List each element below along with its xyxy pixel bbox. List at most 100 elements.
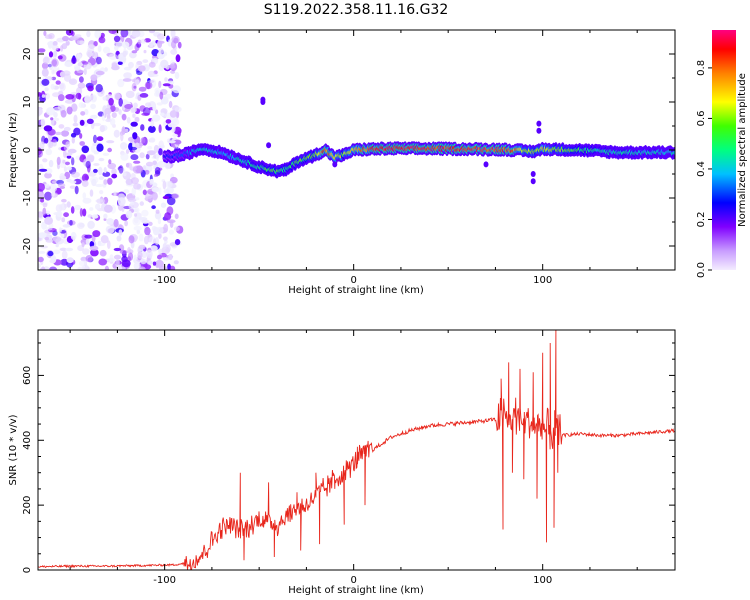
noise-blob	[164, 93, 172, 99]
noise-blob	[111, 168, 117, 175]
noise-blob	[69, 185, 76, 189]
noise-blob	[106, 218, 114, 225]
noise-blob	[53, 111, 58, 118]
noise-blob	[52, 117, 60, 122]
noise-blob	[150, 245, 158, 252]
noise-blob	[71, 103, 78, 112]
noise-blob	[124, 128, 129, 133]
noise-blob	[149, 179, 153, 186]
noise-blob	[89, 189, 94, 197]
noise-blob	[171, 193, 180, 199]
noise-blob	[168, 253, 173, 261]
noise-blob	[173, 226, 180, 231]
noise-blob	[46, 210, 51, 216]
noise-blob	[44, 236, 50, 241]
noise-blob	[173, 139, 182, 145]
noise-blob	[130, 121, 138, 127]
noise-blob	[140, 124, 145, 131]
noise-blob	[118, 97, 123, 107]
noise-blob	[142, 59, 149, 63]
signal-outlier	[260, 96, 266, 103]
noise-blob	[107, 177, 113, 185]
noise-blob	[113, 247, 122, 252]
noise-blob	[108, 159, 112, 165]
noise-blob	[133, 216, 139, 224]
noise-blob	[150, 118, 155, 127]
noise-blob	[43, 30, 47, 36]
noise-blob	[82, 248, 90, 255]
heatmap-marks	[38, 30, 675, 270]
noise-blob	[131, 50, 138, 54]
noise-blob	[65, 247, 74, 252]
noise-blob	[78, 40, 85, 45]
noise-blob	[104, 204, 113, 213]
noise-blob	[79, 76, 84, 83]
noise-blob	[42, 158, 48, 163]
noise-blob	[59, 175, 67, 180]
noise-blob	[55, 243, 59, 248]
noise-blob	[45, 226, 53, 231]
noise-blob	[170, 70, 176, 74]
noise-blob	[38, 250, 46, 254]
noise-blob	[87, 214, 93, 218]
noise-blob	[144, 226, 151, 236]
noise-blob	[141, 251, 148, 258]
noise-blob	[148, 61, 156, 68]
noise-blob	[115, 258, 120, 268]
noise-blob	[137, 251, 143, 259]
signal-outlier	[530, 171, 536, 177]
noise-blob	[107, 228, 115, 234]
signal-outlier	[536, 120, 542, 127]
noise-blob	[169, 265, 176, 270]
noise-blob	[89, 245, 99, 251]
noise-blob	[118, 229, 123, 236]
noise-blob	[124, 220, 128, 227]
noise-blob	[38, 48, 46, 53]
noise-blob	[84, 109, 89, 115]
noise-blob	[151, 182, 158, 187]
colorbar-ticks: 0.0 0.2 0.4 0.6 0.8	[696, 60, 712, 278]
noise-blob	[107, 162, 117, 170]
noise-blob	[102, 171, 111, 177]
noise-blob	[66, 106, 73, 115]
noise-blob	[79, 141, 85, 146]
snr-marks	[38, 330, 675, 570]
noise-blob	[52, 41, 58, 46]
noise-blob	[157, 218, 161, 225]
noise-blob	[140, 38, 147, 44]
noise-blob	[73, 114, 78, 124]
noise-blob	[74, 66, 81, 71]
noise-blob	[95, 70, 105, 76]
noise-blob	[82, 208, 87, 217]
noise-blob	[66, 166, 72, 171]
noise-blob	[164, 77, 168, 82]
noise-blob	[167, 219, 176, 224]
noise-blob	[148, 30, 156, 34]
snr-xtick-label: -100	[153, 575, 176, 586]
noise-blob	[131, 82, 137, 92]
noise-blob	[109, 254, 114, 262]
noise-blob	[141, 209, 149, 217]
noise-blob	[166, 206, 174, 216]
noise-blob	[151, 205, 156, 210]
noise-blob	[38, 182, 45, 192]
noise-blob	[146, 249, 153, 259]
noise-blob	[120, 142, 128, 150]
noise-blob	[130, 177, 139, 185]
noise-blob	[128, 61, 134, 69]
noise-blob	[80, 111, 86, 116]
noise-blob	[69, 219, 73, 226]
colorbar-tick-label: 0.6	[696, 110, 707, 126]
noise-blob	[155, 209, 160, 214]
noise-blob	[39, 141, 45, 150]
noise-blob	[130, 154, 139, 161]
noise-blob	[55, 80, 61, 85]
noise-blob	[173, 37, 179, 44]
noise-blob	[90, 145, 96, 153]
noise-blob	[70, 231, 77, 241]
noise-blob	[145, 153, 150, 160]
noise-blob	[143, 49, 147, 54]
noise-blob	[131, 30, 141, 38]
noise-blob	[170, 49, 178, 55]
heatmap-xtick-label: -100	[153, 275, 176, 286]
